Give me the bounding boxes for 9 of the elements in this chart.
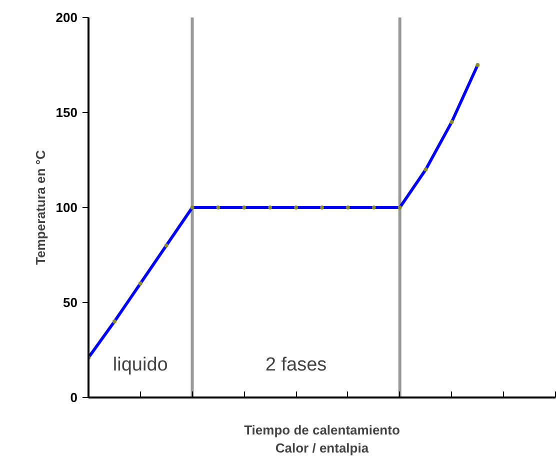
annotation: 2 fases — [265, 354, 327, 376]
y-tick-label: 50 — [63, 295, 78, 310]
annotation: liquido — [112, 354, 168, 376]
y-axis-title: Temperatura en °C — [32, 150, 48, 265]
y-tick-label: 150 — [56, 105, 78, 120]
y-tick-label: 0 — [70, 390, 78, 405]
y-tick-label: 100 — [56, 200, 78, 215]
x-axis-title: Tiempo de calentamiento Calor / entalpia — [244, 422, 400, 456]
y-tick-label: 200 — [56, 10, 78, 25]
